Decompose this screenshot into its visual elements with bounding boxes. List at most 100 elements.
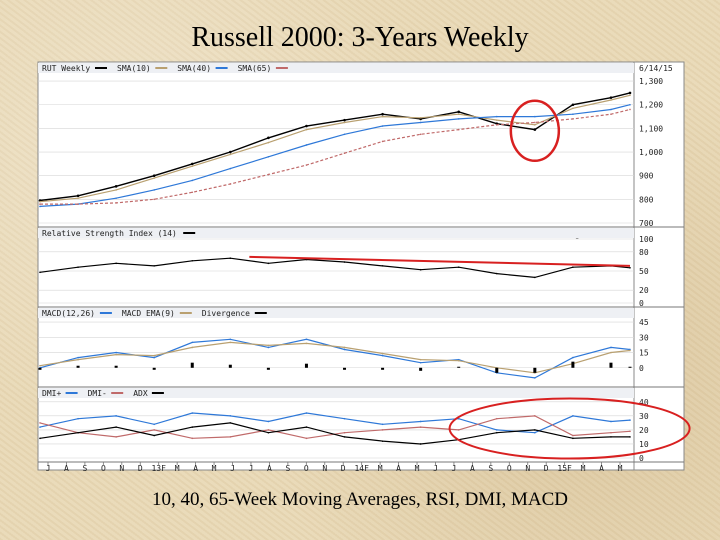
data-point (381, 115, 384, 118)
data-point (39, 426, 41, 428)
data-point (229, 422, 232, 424)
x-tick-label: S (82, 464, 87, 473)
x-tick-label: A (396, 464, 401, 473)
y-tick-label: 45 (639, 318, 649, 327)
data-point (115, 436, 117, 438)
data-point (343, 431, 346, 434)
data-point (153, 177, 155, 179)
x-tick-label: M (618, 464, 623, 473)
data-point (457, 113, 460, 116)
data-point (191, 346, 194, 349)
x-tick-label: D (544, 464, 549, 473)
data-point (77, 266, 79, 268)
legend-strip (38, 388, 634, 398)
data-point (610, 351, 612, 354)
x-tick-label: A (267, 464, 272, 473)
data-point (191, 259, 194, 262)
data-point (153, 265, 155, 267)
data-point (190, 162, 194, 166)
right-axis-strip (633, 61, 685, 471)
data-point (534, 121, 536, 124)
legend-strip (38, 63, 634, 73)
legend-label: ADX (133, 389, 148, 398)
legend-label: SMA(40) (177, 64, 211, 73)
data-point (305, 426, 308, 428)
annotation-trendline (249, 255, 631, 267)
x-tick-label: J (249, 464, 254, 473)
data-point (534, 276, 536, 279)
data-point (191, 437, 194, 440)
divergence-bar (533, 367, 537, 373)
data-point (115, 415, 117, 417)
data-point (610, 99, 612, 101)
x-tick-label: A (599, 464, 604, 473)
data-point (457, 429, 460, 431)
data-point (572, 118, 574, 120)
y-tick-label: 1,000 (639, 148, 663, 157)
divergence-bar (457, 366, 461, 368)
data-point (115, 189, 117, 191)
y-tick-label: 20 (639, 426, 649, 435)
y-tick-label: 80 (639, 248, 649, 257)
data-point (305, 437, 308, 440)
divergence-bar (266, 367, 270, 370)
x-tick-label: A (470, 464, 475, 473)
data-point (495, 417, 498, 420)
y-tick-label: 800 (639, 195, 654, 204)
x-tick-label: M (378, 464, 383, 473)
data-point (267, 262, 270, 265)
data-point (267, 431, 270, 434)
data-point (572, 415, 574, 417)
data-point (229, 338, 232, 341)
data-point (153, 423, 155, 426)
x-axis: J A S O N D 13F M A M J J A S O N D 14F M A M J J A S O N D 15F M A M (38, 461, 684, 473)
y-tick-label: 1,200 (639, 101, 663, 110)
data-point (571, 103, 575, 107)
data-point (534, 115, 536, 118)
data-point (572, 107, 574, 110)
divergence-bar (343, 367, 347, 370)
data-point (572, 266, 574, 268)
data-point (343, 348, 346, 351)
x-tick-label: 15F (557, 464, 572, 473)
slide-caption: 10, 40, 65-Week Moving Averages, RSI, DM… (151, 489, 569, 510)
divergence-bar (38, 367, 42, 370)
data-point (419, 420, 422, 423)
data-point (381, 112, 384, 116)
data-point (39, 205, 41, 208)
data-point (533, 128, 537, 131)
divergence-bar (381, 367, 385, 370)
x-tick-label: J (433, 464, 438, 473)
x-tick-label: O (507, 464, 512, 473)
data-point (381, 423, 384, 426)
data-point (381, 429, 384, 431)
legend-label: RUT Weekly (42, 64, 90, 73)
annotation-ellipse (448, 397, 691, 460)
x-tick-label: M (415, 464, 420, 473)
data-point (419, 443, 422, 445)
data-point (419, 361, 422, 364)
data-point (457, 266, 460, 268)
x-tick-label: 13F (151, 464, 166, 473)
data-point (572, 356, 574, 359)
data-point (610, 113, 612, 116)
data-point (381, 125, 384, 127)
data-point (39, 203, 41, 205)
data-point (629, 94, 631, 97)
data-point (267, 173, 270, 176)
data-point (191, 341, 194, 344)
data-point (114, 185, 118, 188)
data-point (572, 437, 574, 440)
data-point (305, 164, 308, 166)
data-point (629, 267, 631, 269)
x-tick-label: 14F (354, 464, 369, 473)
data-point (419, 358, 422, 361)
y-tick-label: 0 (639, 364, 644, 373)
y-tick-label: 30 (639, 333, 649, 342)
data-point (610, 346, 612, 349)
data-point (153, 198, 155, 201)
annotation-circle (509, 99, 561, 163)
data-point (229, 153, 232, 156)
x-tick-label: M (212, 464, 217, 473)
data-point (267, 429, 270, 431)
